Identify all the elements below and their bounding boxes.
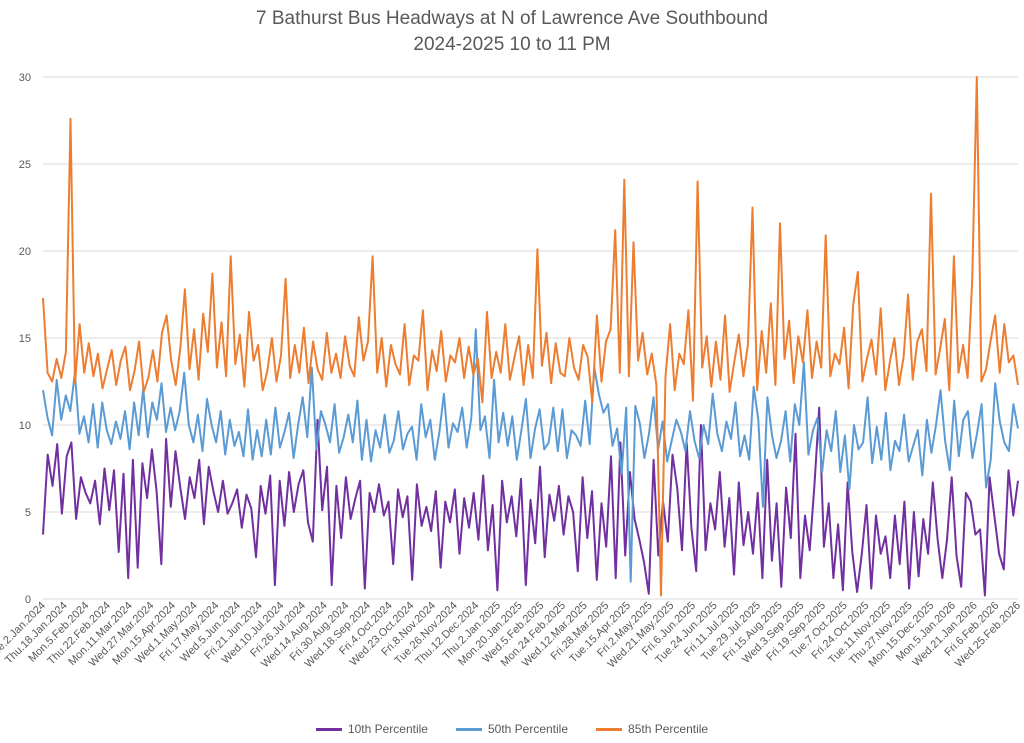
- y-tick-label: 30: [19, 72, 31, 84]
- y-tick-label: 10: [19, 420, 31, 432]
- legend-swatch-50th: [455, 727, 482, 731]
- y-tick-label: 5: [25, 507, 31, 519]
- series-line-2: [42, 328, 1019, 583]
- y-tick-label: 25: [19, 159, 31, 171]
- legend-label-50th: 50th Percentile: [487, 722, 569, 736]
- legend-label-85th: 85th Percentile: [628, 722, 709, 736]
- series-line-1: [42, 406, 1019, 597]
- legend-item-10th: 10th Percentile: [315, 722, 428, 736]
- legend-label-10th: 10th Percentile: [347, 722, 428, 736]
- chart-subtitle: 2024-2025 10 to 11 PM: [413, 34, 611, 55]
- y-tick-label: 0: [25, 594, 31, 606]
- y-tick-label: 15: [19, 333, 31, 345]
- y-tick-label: 20: [19, 246, 31, 258]
- series-line-3: [42, 76, 1019, 597]
- legend-swatch-10th: [315, 727, 342, 731]
- legend: 10th Percentile 50th Percentile 85th Per…: [0, 722, 1024, 736]
- chart-title: 7 Bathurst Bus Headways at N of Lawrence…: [256, 8, 768, 29]
- legend-swatch-85th: [596, 727, 623, 731]
- legend-item-50th: 50th Percentile: [455, 722, 569, 736]
- legend-item-85th: 85th Percentile: [596, 722, 708, 736]
